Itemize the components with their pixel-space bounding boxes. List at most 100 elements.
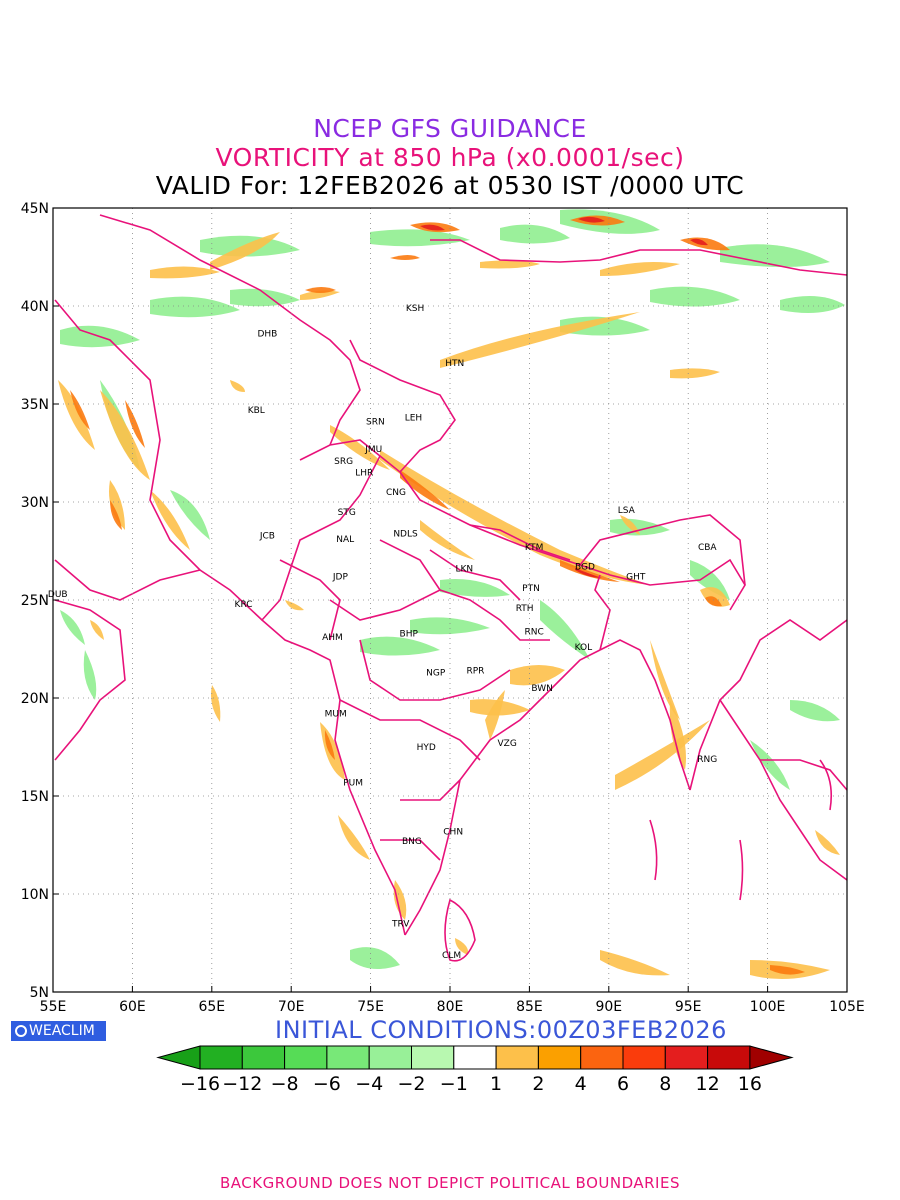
- station-label-ndls: NDLS: [393, 529, 418, 539]
- lon-label: 95E: [675, 999, 702, 1015]
- lat-label: 10N: [21, 887, 49, 903]
- colorbar-right-arrow: [749, 1045, 794, 1070]
- colorbar-label: 12: [696, 1073, 720, 1095]
- colorbar: −16 −12 −8 −6 −4 −2 −1 1 2 4 6 8 12 16: [156, 1045, 794, 1095]
- colorbar-swatch: [622, 1045, 666, 1070]
- logo-circle-icon: [15, 1025, 27, 1037]
- map-frame: [52, 207, 848, 993]
- station-label-rth: RTH: [516, 604, 534, 614]
- station-label-cba: CBA: [698, 543, 717, 553]
- station-label-dub: DUB: [48, 590, 68, 600]
- lat-label: 25N: [21, 593, 49, 609]
- station-label-clm: CLM: [442, 951, 461, 961]
- colorbar-swatch: [580, 1045, 624, 1070]
- station-label-mum: MUM: [325, 710, 347, 720]
- station-label-chn: CHN: [443, 827, 463, 837]
- lat-label: 45N: [21, 201, 49, 217]
- title-line-3: VALID For: 12FEB2026 at 0530 IST /0000 U…: [155, 171, 745, 200]
- station-label-pum: PUM: [343, 778, 363, 788]
- colorbar-label: 6: [617, 1073, 629, 1095]
- station-label-bhp: BHP: [400, 629, 419, 639]
- colorbar-label: 16: [738, 1073, 762, 1095]
- colorbar-swatch: [707, 1045, 751, 1070]
- station-label-ktm: KTM: [525, 543, 543, 553]
- station-label-leh: LEH: [405, 414, 422, 424]
- station-label-bgd: BGD: [575, 563, 595, 573]
- lat-label: 15N: [21, 789, 49, 805]
- station-label-kol: KOL: [575, 643, 593, 653]
- vorticity-shading: [58, 209, 845, 979]
- colorbar-swatch: [199, 1045, 243, 1070]
- colorbar-label: −8: [271, 1073, 299, 1095]
- station-label-bng: BNG: [402, 837, 422, 847]
- colorbar-label: 2: [532, 1073, 544, 1095]
- lon-label: 80E: [437, 999, 464, 1015]
- station-label-ght: GHT: [626, 572, 646, 582]
- station-label-krc: KRC: [235, 600, 253, 610]
- station-label-dhb: DHB: [257, 329, 277, 339]
- title-line-2: VORTICITY at 850 hPa (x0.0001/sec): [215, 143, 685, 172]
- colorbar-swatch: [241, 1045, 286, 1070]
- station-label-rng: RNG: [697, 755, 717, 765]
- station-label-rnc: RNC: [525, 627, 544, 637]
- station-label-jcb: JCB: [259, 531, 275, 541]
- lon-label: 55E: [40, 999, 67, 1015]
- colorbar-swatch: [368, 1045, 413, 1070]
- lon-label: 85E: [516, 999, 543, 1015]
- colorbar-label: −1: [440, 1073, 468, 1095]
- station-label-lsa: LSA: [618, 506, 636, 516]
- lon-label: 70E: [278, 999, 305, 1015]
- station-label-kbl: KBL: [248, 406, 265, 416]
- station-label-srn: SRN: [366, 418, 385, 428]
- lon-label: 100E: [750, 999, 786, 1015]
- colorbar-label: −16: [180, 1073, 220, 1095]
- station-label-jmu: JMU: [364, 445, 382, 455]
- colorbar-swatch: [537, 1045, 582, 1070]
- station-label-jdp: JDP: [332, 572, 349, 582]
- logo-text: WEACLIM: [29, 1023, 95, 1039]
- lon-label: 75E: [357, 999, 384, 1015]
- station-label-lhr: LHR: [355, 469, 373, 479]
- colorbar-swatch: [411, 1045, 455, 1070]
- station-label-ptn: PTN: [522, 584, 540, 594]
- initial-conditions: INITIAL CONDITIONS:00Z03FEB2026: [275, 1016, 727, 1044]
- colorbar-label: −2: [397, 1073, 425, 1095]
- lat-label: 20N: [21, 691, 49, 707]
- graticule: [53, 208, 847, 992]
- weaclim-logo: WEACLIM: [11, 1021, 106, 1041]
- lat-label: 30N: [21, 495, 49, 511]
- station-label-cng: CNG: [386, 488, 406, 498]
- station-label-trv: TRV: [391, 919, 410, 929]
- disclaimer-footer: BACKGROUND DOES NOT DEPICT POLITICAL BOU…: [220, 1174, 680, 1192]
- axis-labels: 55E 60E 65E 70E 75E 80E 85E 90E 95E 100E 105E 5N 10N…: [21, 201, 865, 1015]
- colorbar-swatch: [453, 1045, 497, 1070]
- station-label-ksh: KSH: [406, 304, 424, 314]
- lon-label: 105E: [829, 999, 865, 1015]
- colorbar-swatch: [326, 1045, 370, 1070]
- boundaries: [54, 214, 847, 962]
- station-label-nal: NAL: [336, 535, 354, 545]
- station-label-srg: SRG: [334, 457, 353, 467]
- colorbar-swatch: [495, 1045, 539, 1070]
- station-label-bwn: BWN: [531, 684, 553, 694]
- colorbar-label: −4: [355, 1073, 383, 1095]
- station-label-hyd: HYD: [417, 743, 436, 753]
- colorbar-label: −12: [222, 1073, 262, 1095]
- station-label-htn: HTN: [445, 359, 464, 369]
- title-line-1: NCEP GFS GUIDANCE: [313, 114, 587, 143]
- station-label-ahm: AHM: [322, 633, 343, 643]
- lat-label: 35N: [21, 397, 49, 413]
- lon-label: 65E: [198, 999, 225, 1015]
- station-label-vzg: VZG: [498, 739, 517, 749]
- colorbar-label: 8: [659, 1073, 671, 1095]
- lon-label: 90E: [595, 999, 622, 1015]
- colorbar-label: −6: [313, 1073, 341, 1095]
- station-label-rpr: RPR: [466, 667, 484, 677]
- colorbar-swatch: [284, 1045, 328, 1070]
- station-label-stg: STG: [338, 508, 356, 518]
- station-label-ngp: NGP: [426, 669, 446, 679]
- lat-label: 5N: [30, 985, 49, 1001]
- colorbar-label: 4: [575, 1073, 587, 1095]
